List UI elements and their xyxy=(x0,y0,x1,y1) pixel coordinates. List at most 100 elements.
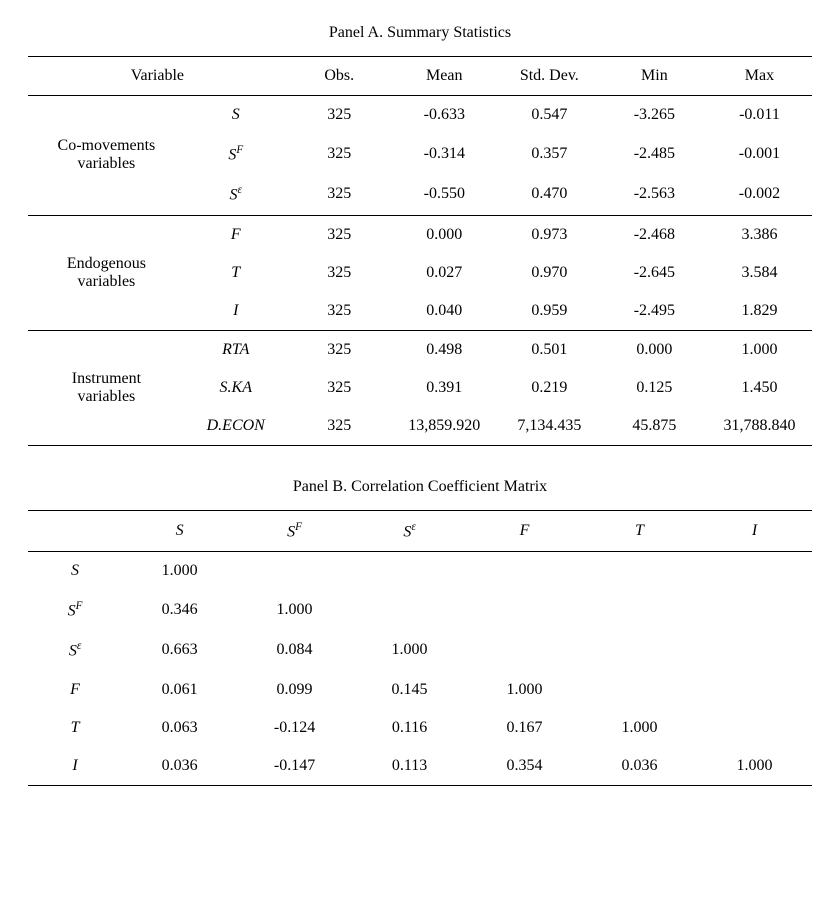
cell-min: 0.125 xyxy=(602,369,707,407)
cell-min: -2.495 xyxy=(602,292,707,331)
group-label: Co-movementsvariables xyxy=(28,96,185,216)
corr-cell: 1.000 xyxy=(122,551,237,590)
cell-obs: 325 xyxy=(287,407,392,446)
table-row: Sε0.6630.0841.000 xyxy=(28,630,812,670)
corr-cell: 1.000 xyxy=(467,671,582,709)
cell-std: 0.357 xyxy=(497,134,602,174)
cell-std: 0.973 xyxy=(497,215,602,254)
cell-min: -2.468 xyxy=(602,215,707,254)
variable-symbol: I xyxy=(185,292,287,331)
panel-b-table: SSFSεFTI S1.000SF0.3461.000Sε0.6630.0841… xyxy=(28,510,812,786)
corr-cell: 0.145 xyxy=(352,671,467,709)
cell-std: 0.959 xyxy=(497,292,602,331)
cell-mean: -0.550 xyxy=(392,174,497,215)
table-row: SF0.3461.000 xyxy=(28,590,812,630)
row-label: F xyxy=(28,671,122,709)
corr-cell xyxy=(467,590,582,630)
cell-std: 0.547 xyxy=(497,96,602,135)
variable-symbol: Sε xyxy=(185,174,287,215)
table-row: InstrumentvariablesRTA3250.4980.5010.000… xyxy=(28,330,812,369)
table-row: EndogenousvariablesF3250.0000.973-2.4683… xyxy=(28,215,812,254)
col-header-std: Std. Dev. xyxy=(497,57,602,96)
corr-cell: -0.147 xyxy=(237,747,352,786)
corr-cell xyxy=(352,551,467,590)
corr-cell xyxy=(697,671,812,709)
cell-mean: 0.040 xyxy=(392,292,497,331)
variable-symbol: S xyxy=(185,96,287,135)
row-label: Sε xyxy=(28,630,122,670)
cell-max: -0.002 xyxy=(707,174,812,215)
cell-obs: 325 xyxy=(287,369,392,407)
corr-cell xyxy=(237,551,352,590)
variable-symbol: F xyxy=(185,215,287,254)
corr-cell xyxy=(697,551,812,590)
col-header-mean: Mean xyxy=(392,57,497,96)
row-label: S xyxy=(28,551,122,590)
col-header: I xyxy=(697,510,812,551)
cell-std: 0.501 xyxy=(497,330,602,369)
cell-min: -2.485 xyxy=(602,134,707,174)
corr-cell xyxy=(582,590,697,630)
corr-cell xyxy=(697,590,812,630)
cell-mean: 0.391 xyxy=(392,369,497,407)
cell-max: 3.584 xyxy=(707,254,812,292)
corr-cell: 0.113 xyxy=(352,747,467,786)
cell-mean: -0.633 xyxy=(392,96,497,135)
table-row: T0.063-0.1240.1160.1671.000 xyxy=(28,709,812,747)
cell-max: 1.000 xyxy=(707,330,812,369)
cell-min: 0.000 xyxy=(602,330,707,369)
col-header: F xyxy=(467,510,582,551)
col-header-obs: Obs. xyxy=(287,57,392,96)
cell-obs: 325 xyxy=(287,330,392,369)
corr-cell: 1.000 xyxy=(697,747,812,786)
corr-cell: -0.124 xyxy=(237,709,352,747)
cell-std: 7,134.435 xyxy=(497,407,602,446)
cell-mean: 13,859.920 xyxy=(392,407,497,446)
cell-obs: 325 xyxy=(287,96,392,135)
cell-max: 31,788.840 xyxy=(707,407,812,446)
variable-symbol: T xyxy=(185,254,287,292)
cell-mean: -0.314 xyxy=(392,134,497,174)
cell-min: -2.563 xyxy=(602,174,707,215)
corr-cell: 0.061 xyxy=(122,671,237,709)
corr-cell: 0.663 xyxy=(122,630,237,670)
variable-symbol: D.ECON xyxy=(185,407,287,446)
cell-min: 45.875 xyxy=(602,407,707,446)
group-label: Instrumentvariables xyxy=(28,330,185,445)
cell-obs: 325 xyxy=(287,134,392,174)
table-row: I0.036-0.1470.1130.3540.0361.000 xyxy=(28,747,812,786)
variable-symbol: S.KA xyxy=(185,369,287,407)
corr-cell: 0.084 xyxy=(237,630,352,670)
cell-max: -0.001 xyxy=(707,134,812,174)
panel-b-title: Panel B. Correlation Coefficient Matrix xyxy=(28,478,812,496)
corr-cell xyxy=(582,671,697,709)
col-header-variable: Variable xyxy=(28,57,287,96)
panel-a-table: Variable Obs. Mean Std. Dev. Min Max Co-… xyxy=(28,56,812,446)
col-header-max: Max xyxy=(707,57,812,96)
corr-cell xyxy=(697,709,812,747)
corr-cell: 1.000 xyxy=(352,630,467,670)
cell-std: 0.219 xyxy=(497,369,602,407)
panel-b-header-row: SSFSεFTI xyxy=(28,510,812,551)
cell-max: 1.450 xyxy=(707,369,812,407)
col-header: Sε xyxy=(352,510,467,551)
cell-obs: 325 xyxy=(287,174,392,215)
panel-a-header-row: Variable Obs. Mean Std. Dev. Min Max xyxy=(28,57,812,96)
row-label: I xyxy=(28,747,122,786)
variable-symbol: RTA xyxy=(185,330,287,369)
cell-mean: 0.498 xyxy=(392,330,497,369)
corr-cell xyxy=(467,551,582,590)
col-header: T xyxy=(582,510,697,551)
cell-max: 3.386 xyxy=(707,215,812,254)
corr-cell xyxy=(582,551,697,590)
cell-obs: 325 xyxy=(287,215,392,254)
col-header: S xyxy=(122,510,237,551)
table-row: F0.0610.0990.1451.000 xyxy=(28,671,812,709)
corr-cell: 0.063 xyxy=(122,709,237,747)
cell-min: -3.265 xyxy=(602,96,707,135)
row-label: T xyxy=(28,709,122,747)
cell-std: 0.970 xyxy=(497,254,602,292)
corr-cell: 0.346 xyxy=(122,590,237,630)
corr-cell: 1.000 xyxy=(237,590,352,630)
cell-max: 1.829 xyxy=(707,292,812,331)
